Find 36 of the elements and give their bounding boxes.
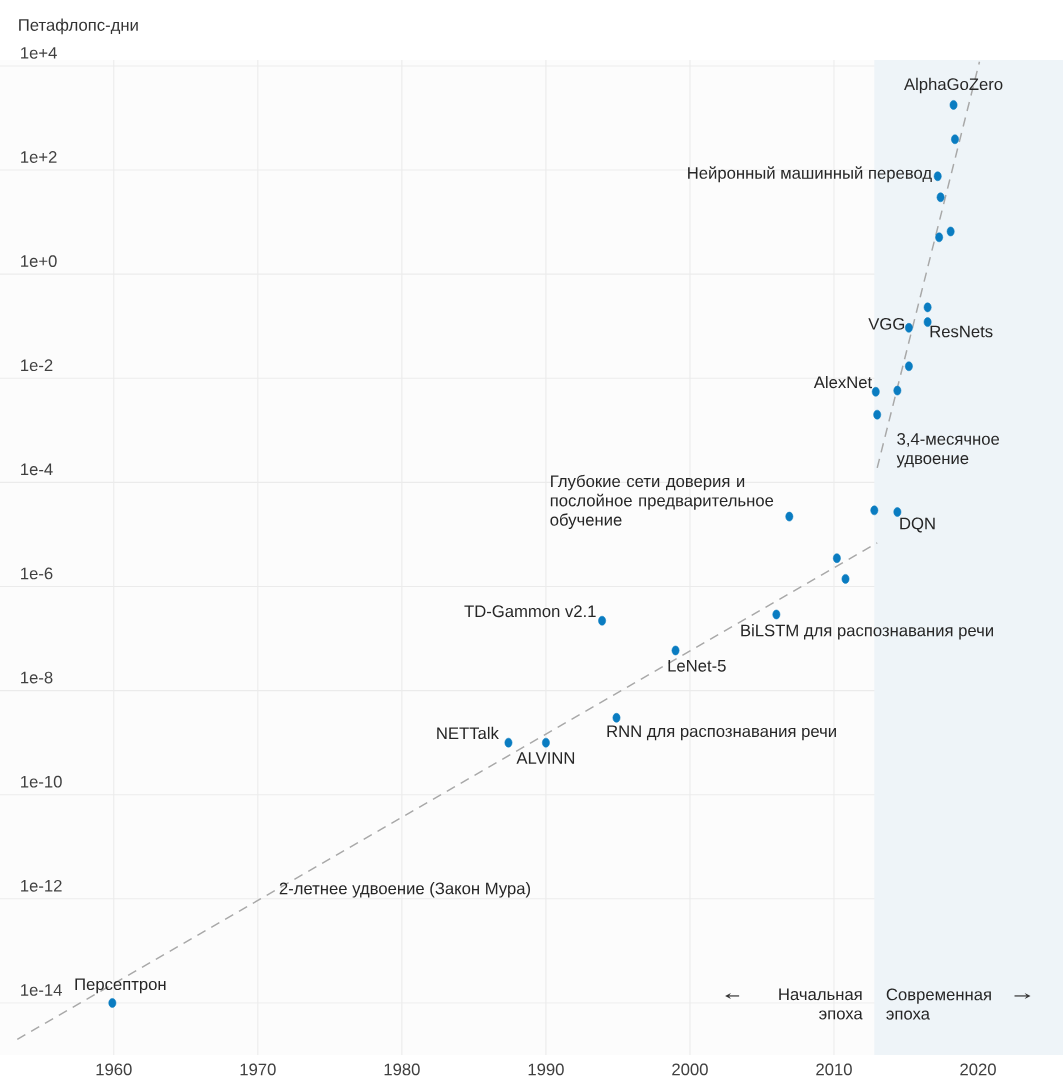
y-tick-label: 1e-8 xyxy=(21,671,53,684)
annotation: ALVINN xyxy=(516,752,575,764)
annotation: Глубокие сети доверия и послойное предварительное обучение xyxy=(550,474,774,529)
y-tick-label: 1e-10 xyxy=(21,775,62,788)
band-label: Современная эпоха xyxy=(886,988,991,1020)
annotation: Начальная эпоха xyxy=(779,988,863,1020)
annotation: Нейронный машинный перевод xyxy=(688,166,932,183)
y-tick-label: 1e+2 xyxy=(21,151,57,163)
annotation: VGG xyxy=(868,317,905,330)
annotation: ResNets xyxy=(930,325,993,338)
x-tick-label: 1990 xyxy=(528,1063,564,1076)
x-tick-label: 2020 xyxy=(960,1063,996,1076)
y-axis-title: Петафлопс-дни xyxy=(19,18,138,35)
annotation: TD-Gammon v2.1 xyxy=(464,605,596,618)
y-tick-label: 1e+0 xyxy=(21,255,57,267)
annotation: LeNet-5 xyxy=(668,660,726,672)
annotation: 2-летнее удвоение (Закон Мура) xyxy=(279,882,531,898)
annotation: 3,4-месячное удвоение xyxy=(896,433,1000,468)
y-tick-label: 1e-6 xyxy=(21,567,53,580)
annotation: DQN xyxy=(900,517,935,533)
annotation: AlexNet xyxy=(813,375,873,389)
x-tick-label: 1980 xyxy=(384,1063,420,1076)
x-tick-label: 1960 xyxy=(96,1063,132,1076)
annotation: BiLSTM для распознавания речи xyxy=(741,624,993,640)
y-tick-label: 1e-4 xyxy=(21,463,53,476)
annotation: RNN для распознавания речи xyxy=(607,725,836,741)
y-tick-label: 1e-12 xyxy=(21,879,62,892)
x-tick-label: 2010 xyxy=(816,1063,852,1076)
x-tick-label: 2000 xyxy=(672,1063,708,1076)
y-tick-label: 1e+4 xyxy=(21,47,57,59)
annotation: Персептрон xyxy=(75,978,166,994)
annotation: NETTalk xyxy=(437,726,499,740)
x-tick-label: 1970 xyxy=(240,1063,276,1076)
y-tick-label: 1e-2 xyxy=(21,359,53,372)
annotation: AlphaGoZero xyxy=(904,77,1003,94)
y-tick-label: 1e-14 xyxy=(21,984,62,996)
